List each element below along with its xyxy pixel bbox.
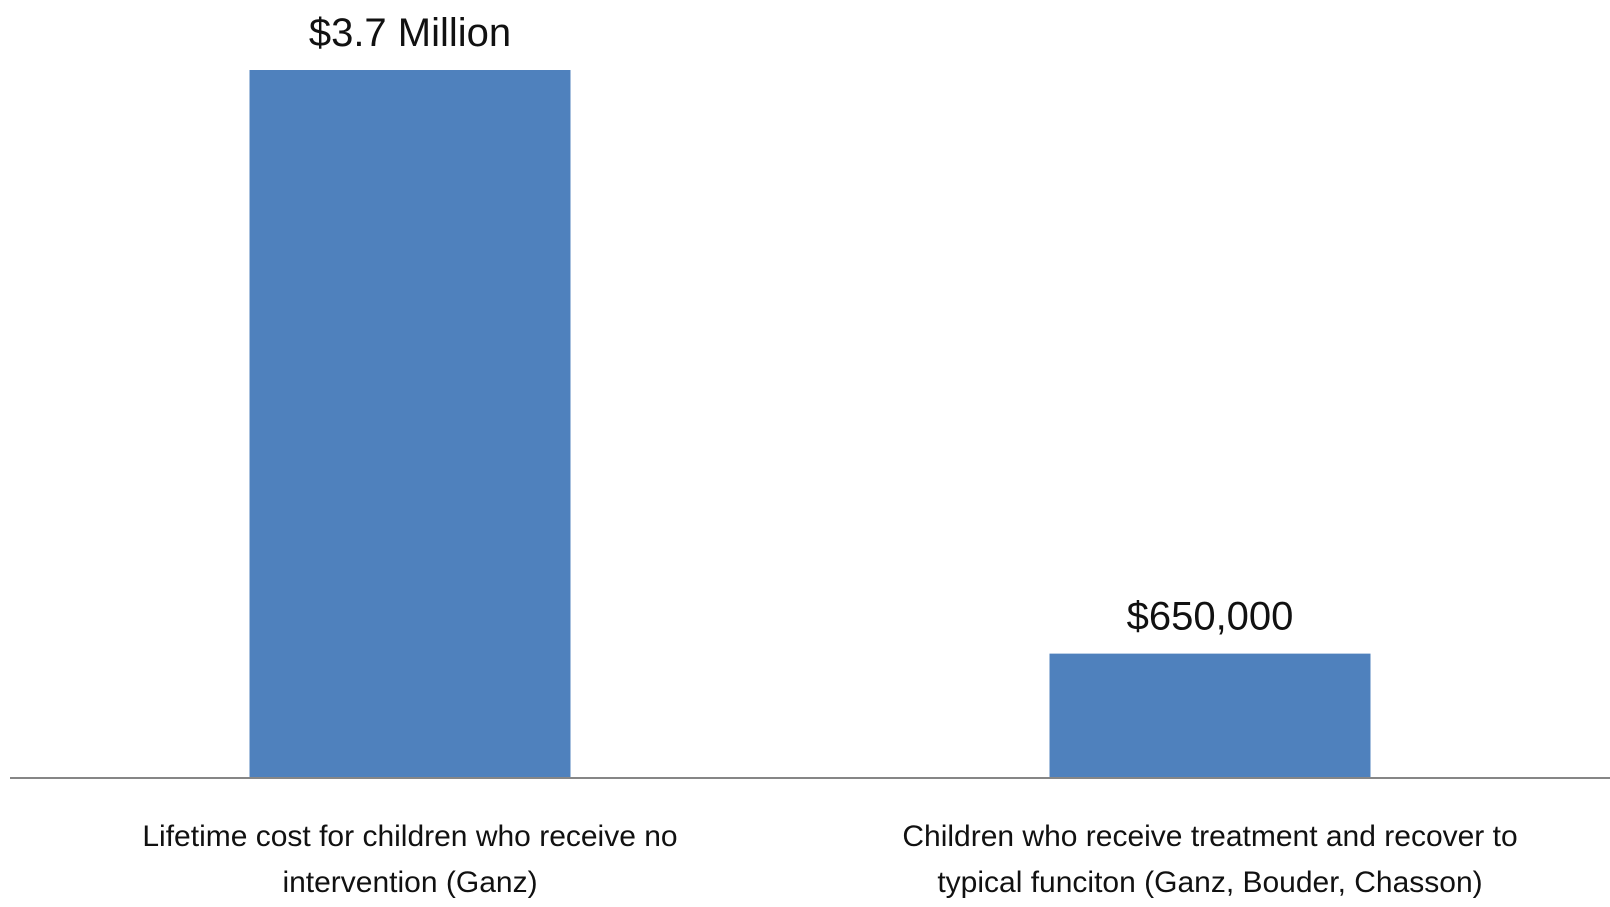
category-label-line: Children who receive treatment and recov… xyxy=(902,820,1517,853)
category-label-1: Lifetime cost for children who receive n… xyxy=(142,820,677,899)
data-label-1: $3.7 Million xyxy=(309,11,511,55)
category-label-line: typical funciton (Ganz, Bouder, Chasson) xyxy=(937,866,1482,899)
bar-1 xyxy=(249,70,571,778)
category-label-2: Children who receive treatment and recov… xyxy=(902,820,1517,899)
data-label-2: $650,000 xyxy=(1127,595,1294,639)
category-label-line: intervention (Ganz) xyxy=(282,866,537,899)
category-label-line: Lifetime cost for children who receive n… xyxy=(142,820,677,853)
bar-2 xyxy=(1049,653,1371,778)
